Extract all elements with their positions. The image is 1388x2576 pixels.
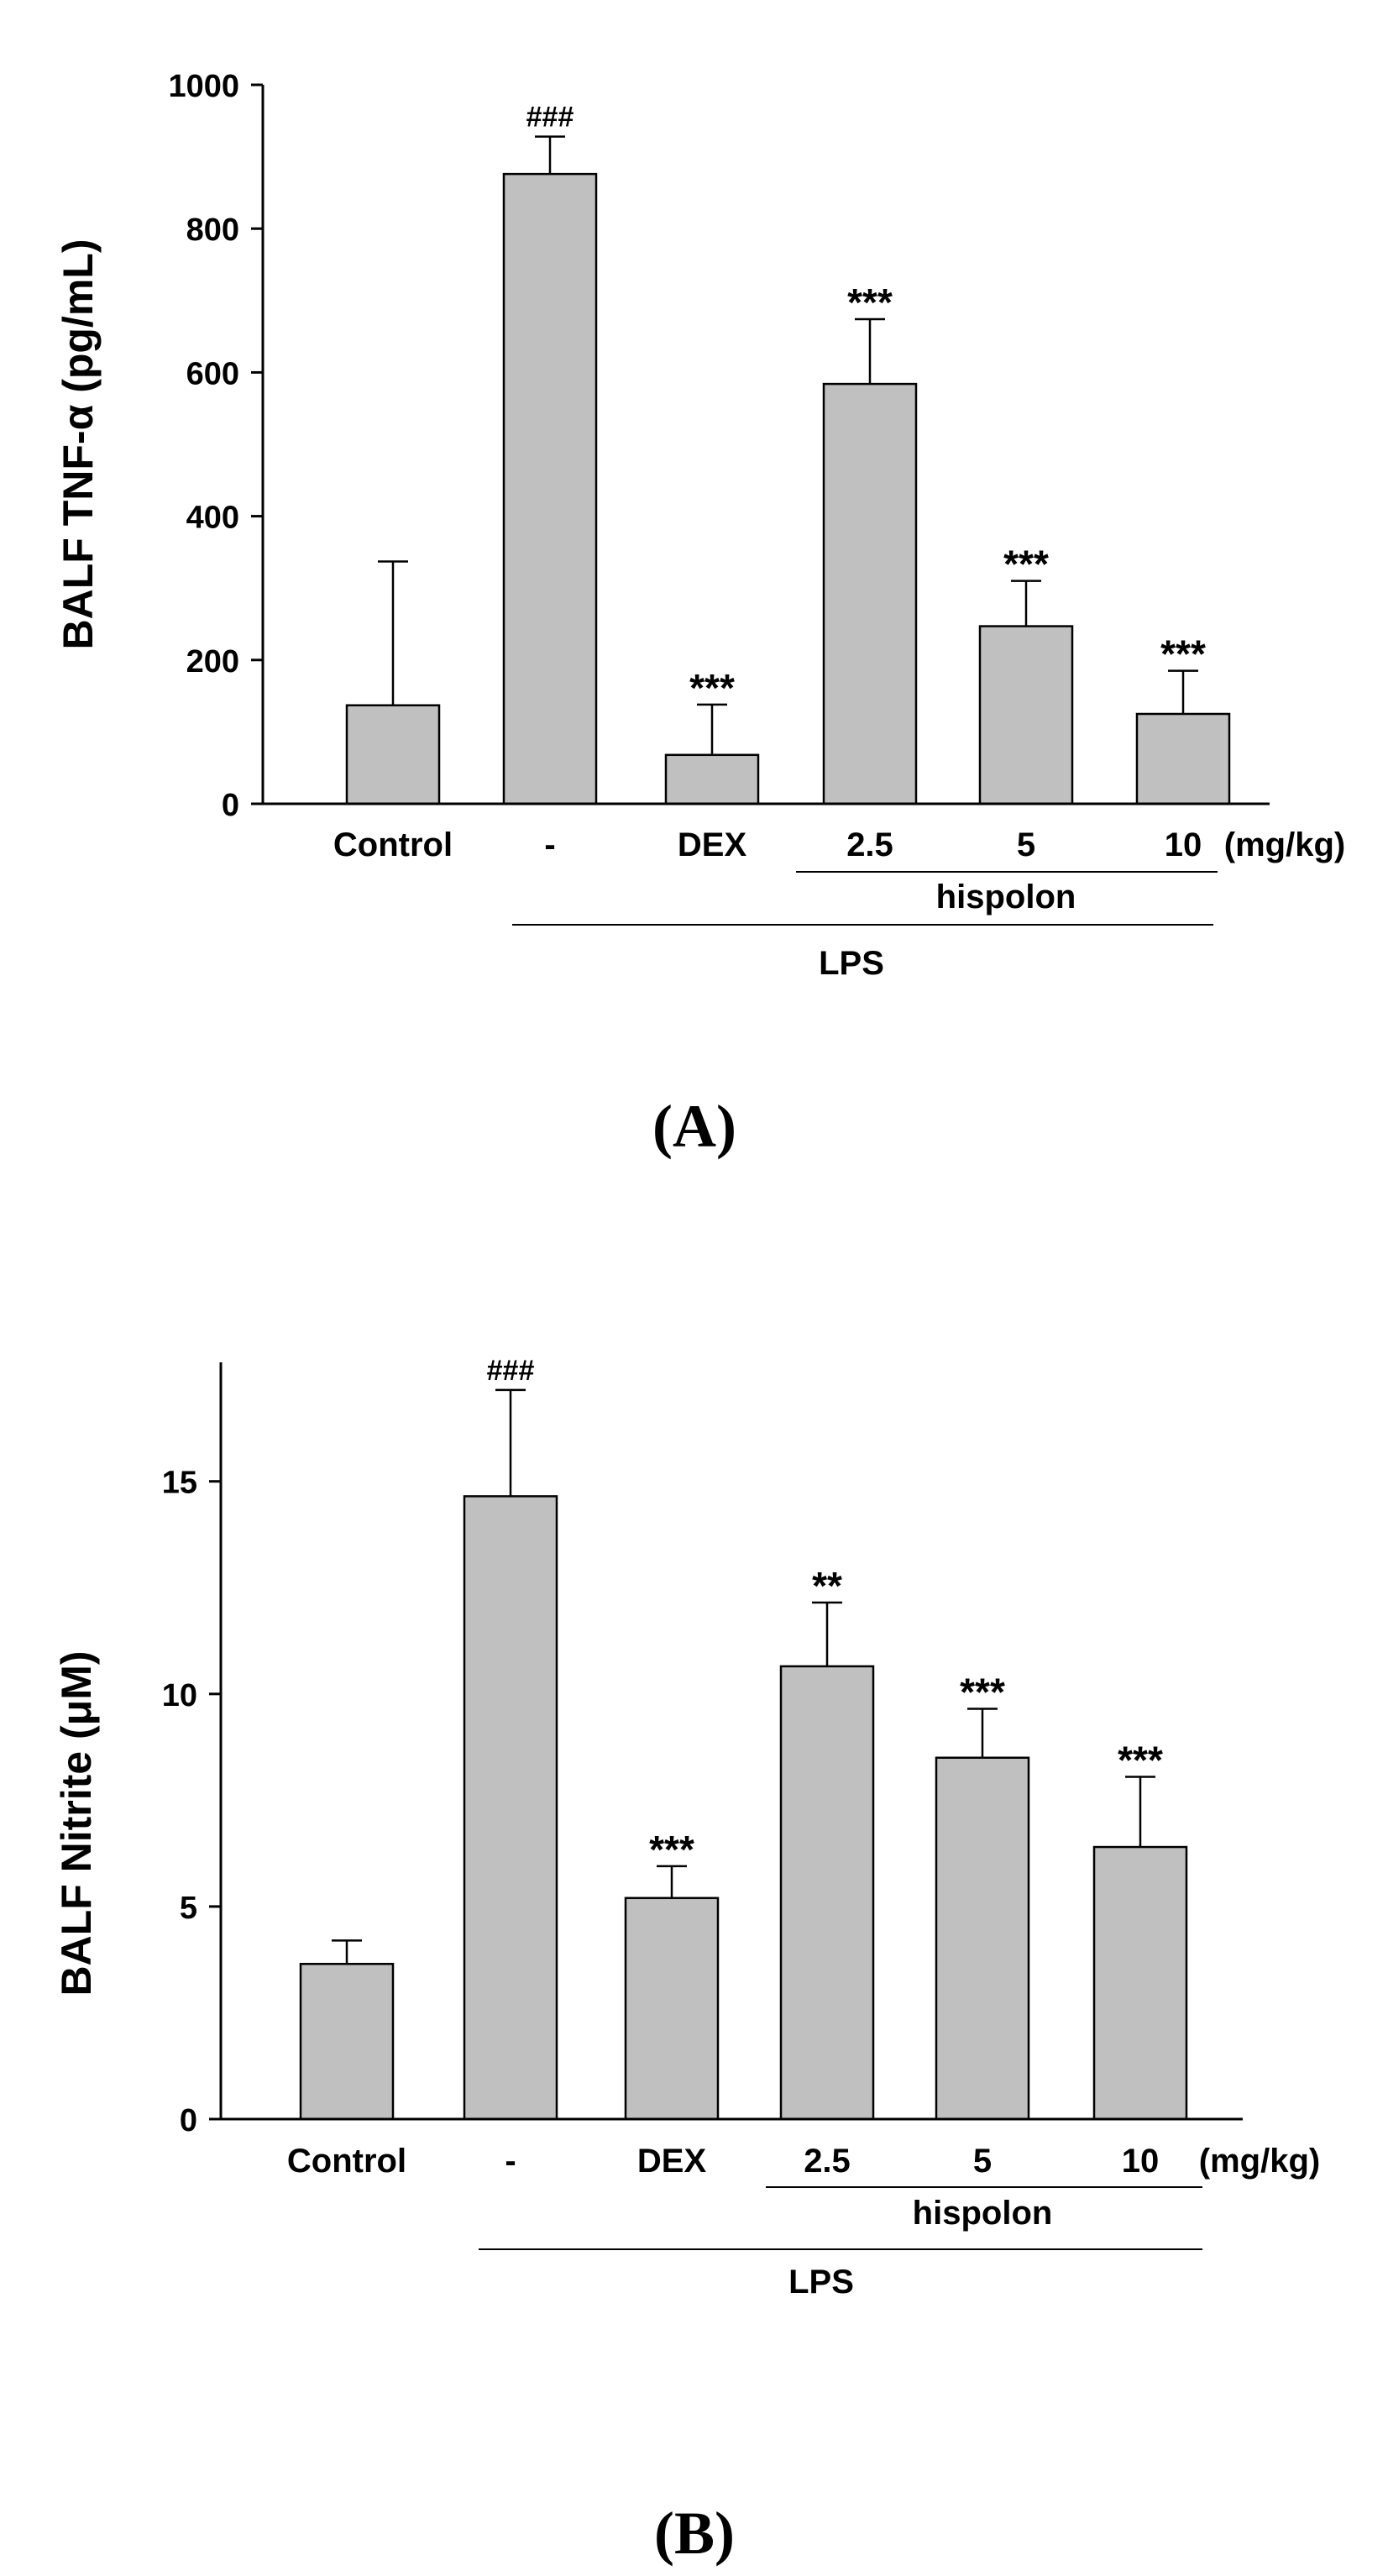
panel-b-unit-label: (mg/kg) xyxy=(1199,2143,1320,2180)
panel-a-bars xyxy=(345,172,1231,805)
panel-a-error-bars xyxy=(378,135,1198,755)
panel-a-bar xyxy=(502,172,598,805)
panel-a-x-tick-label: - xyxy=(544,826,555,863)
panel-a-significance-label: *** xyxy=(1003,543,1049,586)
panel-b-significance-label: *** xyxy=(1118,1739,1163,1782)
panel-a: ### *** *** *** *** 0 200 400 600 800 1000 BALF T… xyxy=(55,69,1345,1160)
panel-a-bar xyxy=(1135,712,1231,805)
panel-a-significance-label: *** xyxy=(847,281,893,324)
panel-b-y-axis-label: BALF Nitrite (μM) xyxy=(53,1650,100,1996)
panel-b-y-tick-label: 5 xyxy=(180,1891,197,1926)
panel-a-y-tick-label: 800 xyxy=(186,212,239,248)
panel-b-x-tick-label: 2.5 xyxy=(804,2143,851,2180)
panel-a-y-ticks: 0 200 400 600 800 1000 xyxy=(168,69,263,823)
panel-b-bar xyxy=(779,1665,875,2121)
panel-b-label: (B) xyxy=(654,2500,735,2567)
panel-b-x-tick-label: Control xyxy=(287,2143,406,2180)
panel-a-unit-label: (mg/kg) xyxy=(1224,826,1345,863)
panel-b-bar xyxy=(463,1495,558,2121)
panel-b-y-tick-label: 15 xyxy=(162,1466,197,1501)
panel-a-lps-label: LPS xyxy=(819,945,884,982)
panel-a-y-tick-label: 1000 xyxy=(168,69,239,104)
panel-a-annotations: ### *** *** *** *** xyxy=(526,102,1206,710)
panel-a-bar xyxy=(978,625,1074,805)
panel-b-hispolon-label: hispolon xyxy=(913,2195,1053,2232)
panel-b-lps-label: LPS xyxy=(788,2264,854,2301)
panel-b-significance-label: ** xyxy=(812,1564,842,1608)
panel-b-x-tick-label: DEX xyxy=(637,2143,707,2180)
panel-a-y-tick-label: 200 xyxy=(186,644,239,679)
panel-b-significance-label: *** xyxy=(960,1671,1005,1714)
panel-a-hispolon-label: hispolon xyxy=(936,879,1076,916)
panel-b-y-ticks: 0 5 10 15 xyxy=(162,1466,221,2138)
panel-b-bar xyxy=(935,1756,1030,2121)
panel-a-bar xyxy=(345,704,441,805)
panel-b-x-tick-label: - xyxy=(505,2143,516,2180)
panel-a-bar xyxy=(664,753,760,805)
panel-b-significance-label: *** xyxy=(649,1828,694,1871)
panel-b-x-tick-label: 10 xyxy=(1122,2143,1160,2180)
panel-b-annotations: ###*********** xyxy=(487,1355,1163,1871)
panel-b-x-tick-labels: Control - DEX 2.5 5 10 xyxy=(287,2143,1159,2180)
panel-a-significance-label: ### xyxy=(526,102,574,134)
panel-a-significance-label: *** xyxy=(1160,632,1206,676)
panel-a-y-tick-label: 600 xyxy=(186,356,239,391)
panel-a-y-tick-label: 400 xyxy=(186,501,239,536)
panel-b-significance-label: ### xyxy=(487,1355,535,1387)
panel-a-x-tick-label: 2.5 xyxy=(846,826,893,863)
panel-a-label: (A) xyxy=(652,1093,736,1160)
panel-a-x-tick-label: DEX xyxy=(678,826,747,863)
panel-b-bar xyxy=(1092,1845,1188,2121)
panel-b-error-bars xyxy=(332,1388,1155,1965)
panel-b-bar xyxy=(299,1962,395,2121)
panel-a-x-tick-label: Control xyxy=(333,826,453,863)
panel-a-x-tick-label: 5 xyxy=(1017,826,1035,863)
panel-a-bar xyxy=(822,382,918,805)
panel-a-y-axis-label: BALF TNF-α (pg/mL) xyxy=(55,239,102,650)
panel-a-y-tick-label: 0 xyxy=(222,788,239,823)
panel-b-y-tick-label: 0 xyxy=(180,2103,197,2138)
panel-a-significance-label: *** xyxy=(689,666,735,710)
panel-a-x-tick-label: 10 xyxy=(1165,826,1202,863)
panel-b-bars xyxy=(299,1495,1188,2121)
panel-b-y-tick-label: 10 xyxy=(162,1678,197,1713)
panel-a-x-tick-labels: Control - DEX 2.5 5 10 xyxy=(333,826,1202,863)
panel-b-bar xyxy=(624,1897,720,2121)
panel-b-x-tick-label: 5 xyxy=(973,2143,992,2180)
